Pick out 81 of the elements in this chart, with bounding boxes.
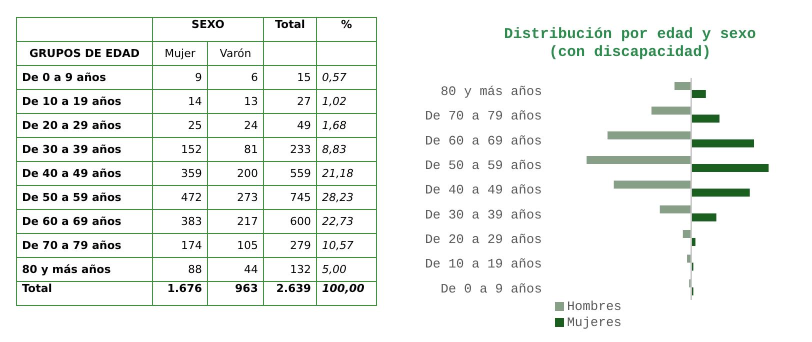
text: De 40 a 49 años: [16, 162, 152, 186]
text: GRUPOS DE EDAD: [16, 42, 152, 66]
text: 24: [208, 114, 264, 138]
bar: [608, 131, 692, 140]
text: De 10 a 19 años: [16, 90, 152, 114]
text: 383: [152, 210, 208, 234]
text: 2.639: [264, 282, 316, 306]
text: Total: [264, 18, 316, 42]
text: De 70 a 79 años: [16, 234, 152, 258]
text: 27: [264, 90, 316, 114]
text: 472: [152, 186, 208, 210]
text: 1,02: [316, 90, 376, 114]
bar: [682, 230, 692, 238]
text: 5,00: [316, 258, 376, 282]
bar: [691, 114, 720, 123]
legend-label: Hombres: [566, 298, 622, 314]
text: 1.676: [152, 282, 208, 306]
text: 6: [208, 66, 264, 90]
text: 233: [264, 138, 316, 162]
bar: [651, 106, 692, 115]
text: De 30 a 39 años: [16, 138, 152, 162]
y-tick-label: De 50 a 59 años: [424, 158, 542, 173]
text: 279: [264, 234, 316, 258]
text: 0,57: [316, 66, 376, 90]
text: 745: [264, 186, 316, 210]
text: Total: [16, 282, 152, 306]
text: 273: [208, 186, 264, 210]
y-tick-label: De 30 a 39 años: [424, 207, 542, 222]
text: 963: [208, 282, 264, 306]
y-tick-label: De 40 a 49 años: [424, 182, 542, 198]
y-tick-label: De 10 a 19 años: [424, 256, 542, 272]
text: 49: [264, 114, 316, 138]
text: 9: [152, 66, 208, 90]
text: De 50 a 59 años: [16, 186, 152, 210]
text: 14: [152, 90, 208, 114]
text: 10,57: [316, 234, 376, 258]
text: 44: [208, 258, 264, 282]
text: 174: [152, 234, 208, 258]
y-tick-label: 80 y más años: [440, 84, 542, 99]
text: 132: [264, 258, 316, 282]
y-tick-label: De 20 a 29 años: [424, 232, 542, 247]
bar: [691, 213, 716, 222]
text: 559: [264, 162, 316, 186]
bar: [691, 164, 769, 172]
text: 22,73: [316, 210, 376, 234]
text: SEXO: [152, 18, 264, 42]
text: 21,18: [316, 162, 376, 186]
y-tick-label: De 0 a 9 años: [440, 281, 542, 296]
bar: [674, 82, 692, 90]
text: 88: [152, 258, 208, 282]
text: Varón: [208, 42, 264, 66]
text: 28,23: [316, 186, 376, 210]
text: 200: [208, 162, 264, 186]
text: De 20 a 29 años: [16, 114, 152, 138]
text: 152: [152, 138, 208, 162]
text: 13: [208, 90, 264, 114]
legend-label: Mujeres: [566, 314, 622, 330]
text: 8,83: [316, 138, 376, 162]
text: 15: [264, 66, 316, 90]
text: 81: [208, 138, 264, 162]
text: De 0 a 9 años: [16, 66, 152, 90]
text: 359: [152, 162, 208, 186]
text: 217: [208, 210, 264, 234]
text: 1,68: [316, 114, 376, 138]
bar: [691, 90, 706, 98]
bar: [586, 156, 692, 164]
text: 600: [264, 210, 316, 234]
bar: [660, 205, 692, 214]
text: Mujer: [152, 42, 208, 66]
bar: [691, 139, 754, 148]
bar: [691, 188, 750, 197]
chart-title: Distribución por edad y sexo (con discapacidad): [502, 26, 758, 62]
text: 100,00: [316, 282, 376, 306]
bar: [614, 180, 692, 189]
text: 80 y más años: [16, 258, 152, 282]
text: De 60 a 69 años: [16, 210, 152, 234]
text: %: [316, 18, 376, 42]
text: 25: [152, 114, 208, 138]
y-tick-label: De 70 a 79 años: [424, 108, 542, 124]
text: 105: [208, 234, 264, 258]
y-tick-label: De 60 a 69 años: [424, 133, 542, 148]
